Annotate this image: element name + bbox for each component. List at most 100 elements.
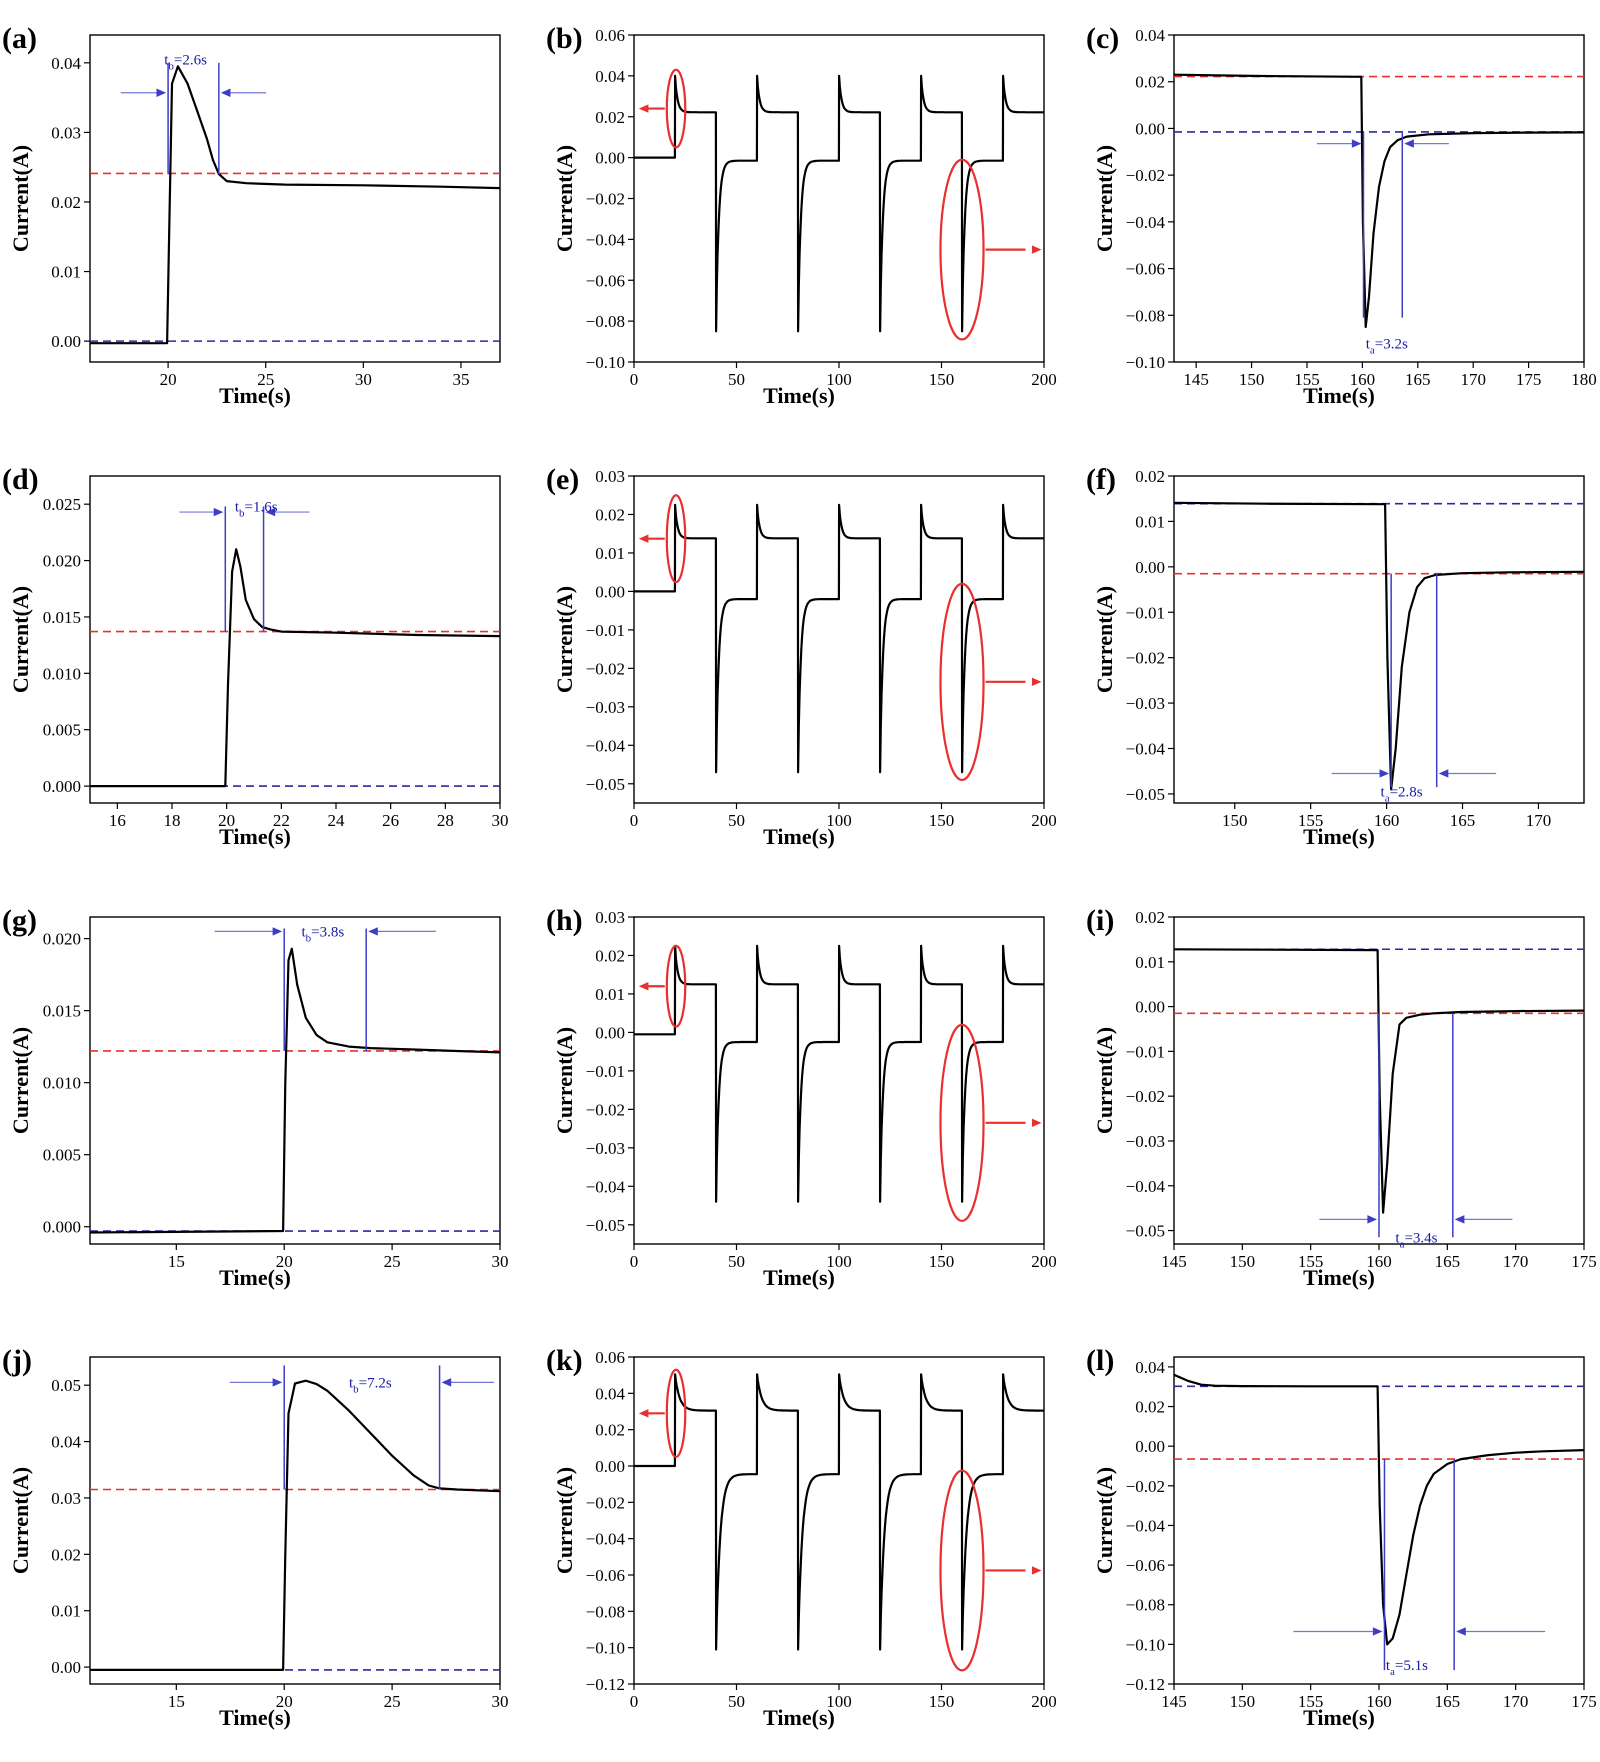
anno-label: tb=1.6s [235,499,278,519]
plot-frame [89,475,501,804]
anno-label-main: t [235,499,240,515]
y-tick-label: 0.06 [595,26,625,45]
y-tick-label: 0.01 [51,1602,81,1621]
y-tick-label: −0.04 [586,1530,626,1549]
y-tick-label: 0.000 [43,777,81,796]
highlight-ellipse [939,1023,985,1223]
y-tick-label: 0.01 [595,544,625,563]
panel-letter: (a) [2,22,37,55]
y-axis-label: Current(A) [1092,586,1117,693]
highlight-arrow-head [1031,677,1042,687]
anno-label-main: t [349,1375,354,1391]
x-axis-label: Time(s) [219,1705,291,1730]
anno-arrow-left-head [213,507,224,517]
y-tick-label: −0.12 [1126,1675,1165,1694]
x-axis-label: Time(s) [219,1265,291,1290]
plot-area [90,548,500,788]
y-tick-label: 0.02 [1135,467,1165,486]
y-axis-label: Current(A) [1092,1467,1117,1574]
anno-arrow-left-head [1372,1627,1383,1636]
y-axis-label: Current(A) [8,586,33,693]
x-tick-label: 175 [1571,1692,1597,1711]
y-tick-label: −0.03 [586,1139,625,1158]
y-tick-label: 0.00 [595,1023,625,1042]
anno-arrow-right-head [441,1378,452,1387]
anno-label-main: t [1395,1230,1400,1246]
x-tick-label: 16 [109,811,126,830]
current-series-line [634,1373,1044,1651]
x-tick-label: 0 [630,370,639,389]
x-tick-label: 0 [630,1692,639,1711]
y-tick-label: 0.02 [1135,1398,1165,1417]
y-tick-label: 0.00 [51,1658,81,1677]
anno-label-value: =5.1s [1395,1658,1428,1674]
y-tick-label: 0.005 [43,1146,81,1165]
anno-label-sub: b [306,932,312,944]
x-tick-label: 22 [273,811,290,830]
x-tick-label: 155 [1298,1692,1324,1711]
x-axis-label: Time(s) [763,1265,835,1290]
panel-letter: (d) [2,463,39,496]
anno-label-value: =3.8s [311,924,344,940]
anno-arrow-left-head [272,927,283,936]
x-tick-label: 150 [1230,1692,1256,1711]
highlight-ellipse [939,582,985,782]
plot-frame [89,1356,501,1685]
anno-label-value: =3.2s [1375,336,1408,352]
highlight-arrow-head [638,1409,649,1418]
y-tick-label: 0.005 [43,721,81,740]
x-tick-label: 50 [728,811,745,830]
y-tick-label: 0.00 [595,1457,625,1476]
y-tick-label: 0.02 [1135,908,1165,927]
y-tick-label: −0.03 [1126,694,1165,713]
anno-label: ta=3.2s [1366,336,1408,356]
y-tick-label: −0.03 [586,698,625,717]
y-tick-label: −0.01 [1126,603,1165,622]
x-tick-label: 30 [492,1252,509,1271]
x-axis-label: Time(s) [763,824,835,849]
panel-e: 0 50 100 150 200 −0.05 −0.04 −0.03 −0.02 −0.01 0.0… [546,463,1057,849]
anno-label-main: t [1366,336,1371,352]
anno-label-sub: a [1390,1666,1395,1678]
plot-frame [1173,34,1585,363]
x-axis-label: Time(s) [219,383,291,408]
anno-label-main: t [1386,1658,1391,1674]
y-tick-label: 0.00 [595,582,625,601]
panel-h: 0 50 100 150 200 −0.05 −0.04 −0.03 −0.02 −0.01 0.0… [546,904,1057,1290]
highlight-ellipse [665,494,687,584]
y-tick-label: 0.00 [1135,558,1165,577]
y-tick-label: −0.04 [1126,213,1166,232]
x-tick-label: 18 [164,811,181,830]
y-tick-label: 0.04 [51,54,81,73]
highlight-arrow-head [638,534,649,543]
panel-letter: (e) [546,463,579,496]
plot-area [634,944,1044,1203]
x-tick-label: 200 [1031,370,1057,389]
panel-i: 145 150 155 160 165 170 175 −0.05 −0.04 −0.03 −0.0… [1086,904,1597,1290]
plot-area [1174,73,1584,329]
x-tick-label: 50 [728,1692,745,1711]
y-tick-label: 0.025 [43,495,81,514]
y-tick-label: −0.10 [586,1639,625,1658]
current-series-line [1174,1373,1584,1646]
x-axis-label: Time(s) [763,1705,835,1730]
y-axis-label: Current(A) [552,145,577,252]
anno-label-sub: b [168,60,174,72]
y-tick-label: 0.01 [595,985,625,1004]
y-tick-label: −0.02 [586,190,625,209]
anno-arrow-left-head [156,88,167,97]
y-tick-label: 0.00 [595,149,625,168]
x-tick-label: 155 [1298,1252,1324,1271]
x-tick-label: 150 [1230,1252,1256,1271]
x-axis-label: Time(s) [1303,383,1375,408]
x-tick-label: 160 [1366,1252,1392,1271]
y-tick-label: −0.02 [1126,1477,1165,1496]
x-tick-label: 170 [1526,811,1552,830]
x-tick-label: 150 [1222,811,1248,830]
y-tick-label: 0.04 [595,67,625,86]
panel-k: 0 50 100 150 200 −0.12 −0.10 −0.08 −0.06 −0.04 −0.… [546,1344,1057,1730]
panel-g: 15 20 25 30 0.000 0.005 0.010 0.015 0.020 Time(s)… [2,904,509,1290]
current-series-line [1174,73,1584,329]
x-axis-label: Time(s) [219,824,291,849]
